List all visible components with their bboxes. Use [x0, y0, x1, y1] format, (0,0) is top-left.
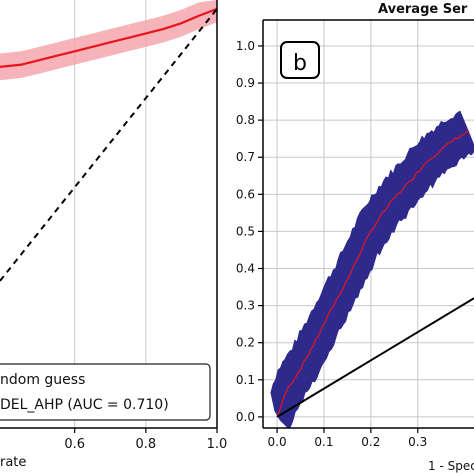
panel-b-title: Average Ser [378, 2, 468, 17]
panel-a-xtick-label: 1.0 [207, 437, 228, 452]
panel-a-xtick-label: 0.6 [64, 437, 85, 452]
panel-b-ytick-label: 1.0 [236, 39, 255, 53]
panel-b-xtick-label: 0.2 [361, 435, 380, 449]
legend-entry-random-guess: ndom guess [0, 372, 85, 388]
panel-b-ytick-label: 0.4 [236, 262, 255, 276]
panel-a: 0.6 0.8 1.0 ndom guess DEL_AHP (AUC = 0.71… [0, 0, 227, 470]
panel-b-ytick-label: 0.1 [236, 373, 255, 387]
panel-a-ticks: 0.6 0.8 1.0 [64, 428, 227, 452]
panel-b-ytick-label: 0.7 [236, 150, 255, 164]
panel-b-ytick-label: 0.0 [236, 410, 255, 424]
legend-entry-del-ahp: DEL_AHP (AUC = 0.710) [0, 397, 169, 413]
panel-b-ytick-label: 0.5 [236, 224, 255, 238]
panel-a-xtick-label: 0.8 [136, 437, 157, 452]
panel-a-legend: ndom guess DEL_AHP (AUC = 0.710) [0, 363, 211, 421]
panel-b-xlabel: 1 - Spec [428, 459, 474, 473]
panel-b: 0.0 0.1 0.2 0.3 0.0 0.1 0.2 0.3 0.4 0.5 0.6 0.7 0.8 0… [232, 0, 474, 474]
panel-b-xtick-label: 0.0 [268, 435, 287, 449]
panel-a-confidence-band [0, 0, 217, 81]
panel-b-ytick-label: 0.2 [236, 336, 255, 350]
panel-b-ytick-label: 0.6 [236, 187, 255, 201]
panel-b-reference-line [276, 297, 474, 418]
panel-separator [230, 0, 232, 474]
panel-b-ytick-label: 0.8 [236, 113, 255, 127]
panel-b-label: b [280, 41, 320, 79]
panel-b-label-text: b [293, 51, 307, 76]
panel-a-roc-line [0, 7, 218, 68]
panel-a-xlabel: rate [0, 455, 26, 470]
panel-b-xtick-label: 0.1 [314, 435, 333, 449]
panel-a-random-guess-line [0, 8, 218, 282]
panel-b-confidence-band [270, 110, 474, 429]
panel-b-ytick-label: 0.3 [236, 299, 255, 313]
panel-b-roc-line [276, 130, 470, 417]
panel-b-ytick-label: 0.9 [236, 76, 255, 90]
panel-b-ticks: 0.0 0.1 0.2 0.3 0.0 0.1 0.2 0.3 0.4 0.5 0.6 0.7 0.8 0… [236, 39, 427, 449]
panel-b-xtick-label: 0.3 [408, 435, 427, 449]
